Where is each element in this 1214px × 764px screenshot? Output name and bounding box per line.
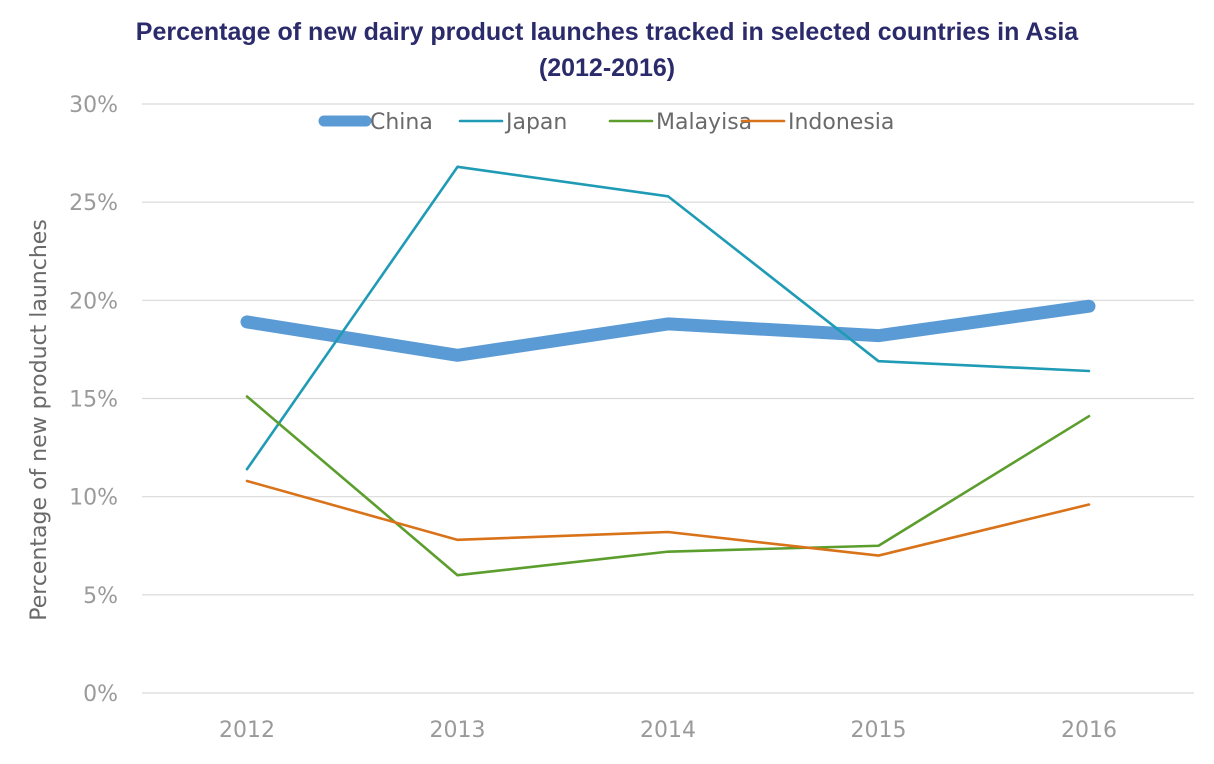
chart-title-line-2: (2012-2016) bbox=[538, 54, 676, 82]
legend-label: Malayisa bbox=[656, 110, 752, 135]
legend-label: China bbox=[370, 110, 433, 135]
legend-label: Japan bbox=[504, 110, 567, 135]
legend-item-indonesia: Indonesia bbox=[740, 110, 894, 135]
legend-item-japan: Japan bbox=[458, 110, 567, 135]
x-tick-label: 2016 bbox=[1061, 718, 1117, 743]
legend-label: Indonesia bbox=[788, 110, 894, 135]
y-tick-label: 25% bbox=[69, 191, 118, 216]
chart-title: Percentage of new dairy product launches… bbox=[0, 14, 1214, 86]
legend: China Japan Malayisa Indonesia bbox=[318, 110, 894, 135]
series-line-japan bbox=[245, 165, 1091, 471]
y-tick-label: 15% bbox=[69, 388, 118, 413]
x-tick-label: 2014 bbox=[640, 718, 696, 743]
y-axis-ticks: 0% 5% 10% 15% 20% 25% 30% bbox=[69, 93, 118, 707]
chart-title-line-1: Percentage of new dairy product launches… bbox=[135, 18, 1079, 46]
series-lines bbox=[240, 165, 1096, 577]
legend-item-china: China bbox=[318, 110, 433, 135]
legend-item-malayisa: Malayisa bbox=[608, 110, 752, 135]
y-tick-label: 30% bbox=[69, 93, 118, 118]
grid-lines bbox=[142, 103, 1194, 694]
y-tick-label: 0% bbox=[83, 682, 118, 707]
x-tick-label: 2012 bbox=[219, 718, 275, 743]
y-tick-label: 20% bbox=[69, 289, 118, 314]
y-axis-label: Percentage of new product launches bbox=[27, 219, 52, 621]
x-tick-label: 2015 bbox=[851, 718, 907, 743]
x-axis-ticks: 2012 2013 2014 2015 2016 bbox=[219, 718, 1117, 743]
series-line-indonesia bbox=[245, 479, 1091, 557]
x-tick-label: 2013 bbox=[430, 718, 486, 743]
series-line-china bbox=[240, 299, 1096, 362]
y-tick-label: 5% bbox=[83, 584, 118, 609]
series-line-malayisa bbox=[245, 395, 1091, 577]
y-tick-label: 10% bbox=[69, 486, 118, 511]
